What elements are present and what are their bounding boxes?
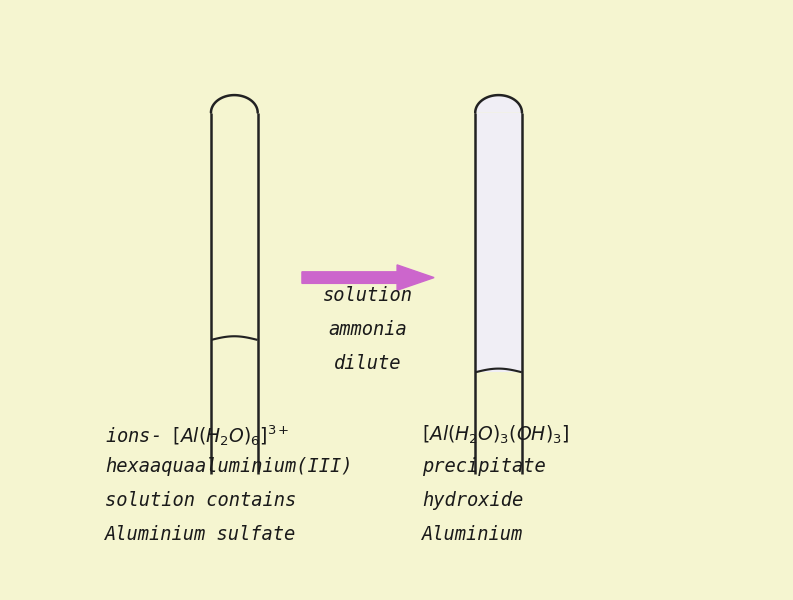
Text: Aluminium: Aluminium — [422, 525, 523, 544]
Text: hexaaquaaluminium(III): hexaaquaaluminium(III) — [105, 457, 353, 476]
Bar — [211, 113, 258, 340]
Text: solution: solution — [323, 286, 412, 305]
Polygon shape — [475, 95, 522, 113]
Text: precipitate: precipitate — [422, 457, 546, 476]
Text: ions- $[Al(H_2O)_6]^{3+}$: ions- $[Al(H_2O)_6]^{3+}$ — [105, 424, 290, 448]
Bar — [475, 113, 522, 372]
Text: ammonia: ammonia — [328, 320, 407, 339]
Text: solution contains: solution contains — [105, 491, 297, 510]
Text: hydroxide: hydroxide — [422, 491, 523, 510]
Polygon shape — [211, 95, 258, 113]
Text: Aluminium sulfate: Aluminium sulfate — [105, 525, 297, 544]
FancyArrow shape — [302, 265, 434, 290]
Text: dilute: dilute — [334, 354, 401, 373]
Text: $[Al(H_2O)_3(OH)_3]$: $[Al(H_2O)_3(OH)_3]$ — [422, 424, 569, 446]
